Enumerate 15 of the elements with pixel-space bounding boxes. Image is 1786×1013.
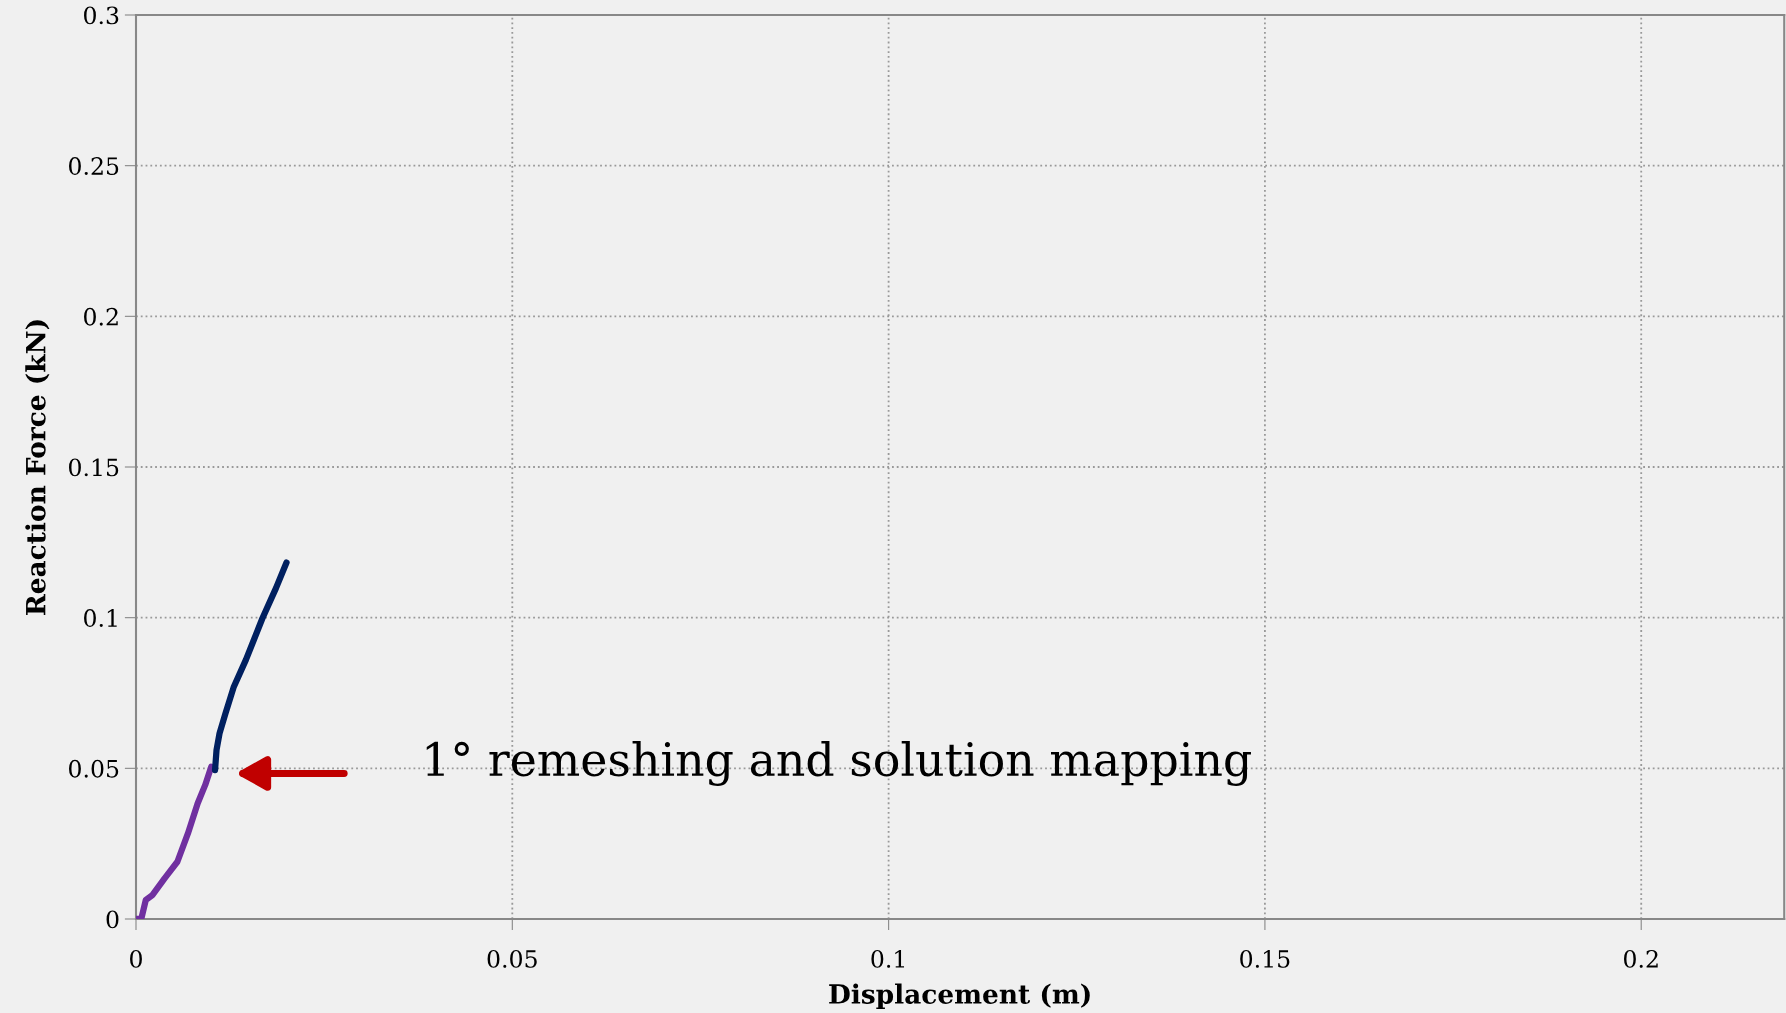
y-tick-label: 0.05: [69, 759, 119, 778]
x-tick-label: 0.05: [487, 949, 537, 968]
y-tick-label: 0.1: [84, 609, 117, 627]
x-tick-label: 0.1: [871, 949, 905, 968]
x-tick-label: 0.2: [1624, 949, 1658, 968]
y-axis-title: Reaction Force (kN): [25, 320, 50, 615]
y-tick-label: 0.25: [69, 157, 119, 175]
y-tick-label: 0.3: [84, 6, 119, 25]
y-tick-label: 0.15: [69, 458, 119, 477]
annotation: 1° remeshing and solution mapping: [426, 741, 1251, 787]
x-tick-label: 0: [130, 949, 142, 968]
x-axis-title: Displacement (m): [829, 983, 1090, 1010]
x-tick-label: 0.15: [1240, 949, 1290, 968]
y-tick-label: 0.2: [84, 307, 118, 326]
y-tick-label: 0: [106, 910, 119, 929]
